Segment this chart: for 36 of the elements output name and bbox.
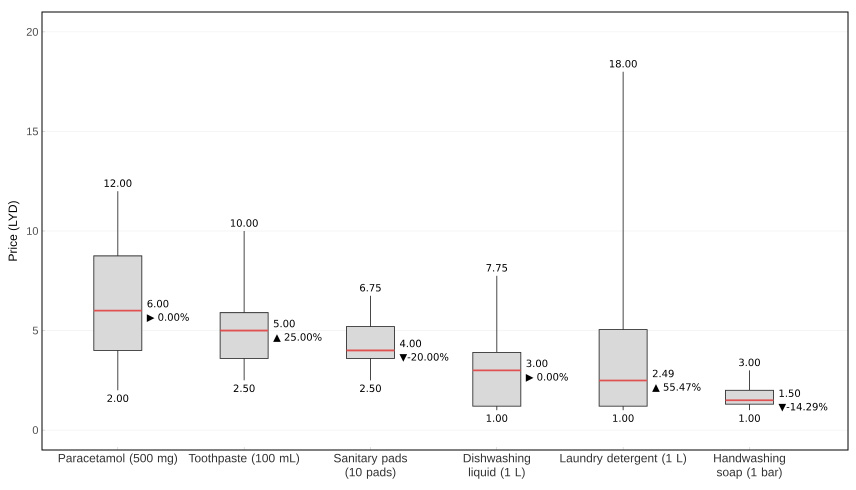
x-tick-label: Laundry detergent (1 L) xyxy=(560,454,686,465)
annotation: 2.49 xyxy=(652,370,674,378)
annotation: 4.00 xyxy=(400,340,422,348)
y-tick-label: 0 xyxy=(32,426,38,434)
annotation: ▲ 55.47% xyxy=(652,383,701,392)
y-tick-label: 10 xyxy=(27,227,38,235)
annotation: 6.00 xyxy=(148,300,168,308)
annotation: ▲ 25.00% xyxy=(273,333,322,342)
x-tick-label: Sanitary pads (10 pads) xyxy=(334,454,408,479)
annotation: 1.00 xyxy=(613,414,634,422)
y-tick-label: 20 xyxy=(26,28,38,36)
x-tick-label: Handwashing soap (1 bar) xyxy=(714,454,786,479)
annotation: 1.00 xyxy=(739,414,760,422)
annotation: 3.00 xyxy=(739,358,760,366)
annotation: 1.00 xyxy=(486,414,508,422)
annotation: 2.50 xyxy=(360,384,381,392)
annotation: ▼-20.00% xyxy=(399,353,448,362)
annotation: 12.00 xyxy=(104,179,132,187)
annotation: 1.50 xyxy=(780,389,800,398)
x-tick-label: Dishwashing liquid (1 L) xyxy=(464,454,530,479)
annotation: 3.00 xyxy=(526,360,548,368)
annotation: 7.75 xyxy=(486,264,508,272)
annotation: 6.75 xyxy=(360,284,381,292)
annotation: ▼-14.29% xyxy=(778,402,828,412)
x-tick-label: Paracetamol (500 mg) xyxy=(58,454,178,465)
annotation: 2.50 xyxy=(234,384,255,392)
y-tick-label: 5 xyxy=(32,326,38,334)
annotation: 5.00 xyxy=(274,320,295,328)
annotation: ▶ 0.00% xyxy=(146,313,189,322)
annotation: 18.00 xyxy=(610,60,637,68)
y-axis-title: Price (LYD) xyxy=(8,201,20,261)
y-tick-label: 15 xyxy=(27,128,38,136)
annotation: 10.00 xyxy=(230,219,258,227)
x-tick-label: Toothpaste (100 mL) xyxy=(188,454,300,465)
annotation: 2.00 xyxy=(107,394,128,402)
annotation: ▶ 0.00% xyxy=(526,373,568,382)
